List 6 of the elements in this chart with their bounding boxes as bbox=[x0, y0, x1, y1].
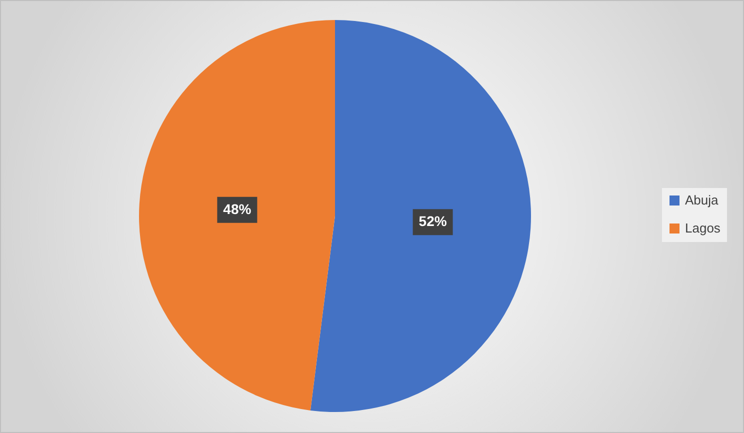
legend-label: Abuja bbox=[685, 192, 720, 208]
legend-label: Lagos bbox=[685, 220, 721, 236]
pie-slice bbox=[310, 20, 531, 412]
pie-slice bbox=[139, 20, 335, 410]
data-label: 52% bbox=[418, 213, 448, 230]
data-label: 48% bbox=[223, 200, 252, 217]
